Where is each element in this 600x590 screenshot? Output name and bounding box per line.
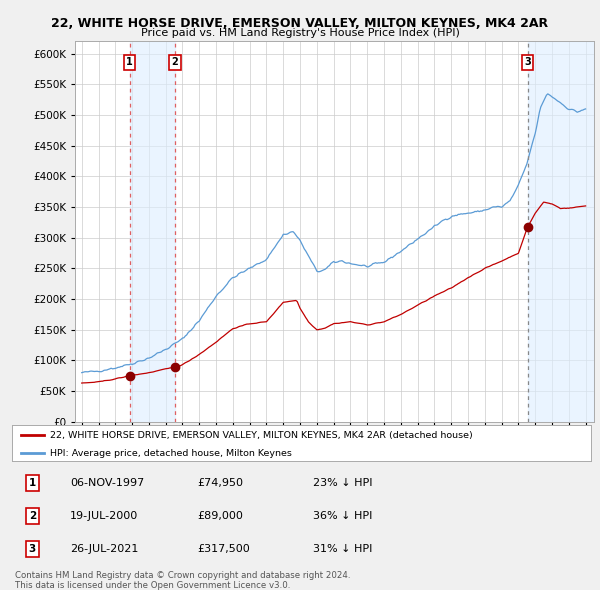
Text: £89,000: £89,000 <box>197 511 243 521</box>
Text: 2: 2 <box>29 511 36 521</box>
Text: 2: 2 <box>172 57 178 67</box>
Text: 3: 3 <box>524 57 531 67</box>
Text: 31% ↓ HPI: 31% ↓ HPI <box>313 544 373 554</box>
Text: HPI: Average price, detached house, Milton Keynes: HPI: Average price, detached house, Milt… <box>50 449 292 458</box>
Text: 23% ↓ HPI: 23% ↓ HPI <box>313 478 373 488</box>
Text: Price paid vs. HM Land Registry's House Price Index (HPI): Price paid vs. HM Land Registry's House … <box>140 28 460 38</box>
Bar <box>527 41 594 422</box>
Text: 22, WHITE HORSE DRIVE, EMERSON VALLEY, MILTON KEYNES, MK4 2AR: 22, WHITE HORSE DRIVE, EMERSON VALLEY, M… <box>52 17 548 30</box>
Text: 19-JUL-2000: 19-JUL-2000 <box>70 511 138 521</box>
Text: 3: 3 <box>29 544 36 554</box>
Text: 22, WHITE HORSE DRIVE, EMERSON VALLEY, MILTON KEYNES, MK4 2AR (detached house): 22, WHITE HORSE DRIVE, EMERSON VALLEY, M… <box>50 431 472 440</box>
Bar <box>130 41 175 422</box>
Text: £74,950: £74,950 <box>197 478 243 488</box>
Text: Contains HM Land Registry data © Crown copyright and database right 2024.
This d: Contains HM Land Registry data © Crown c… <box>15 571 350 590</box>
Text: £317,500: £317,500 <box>197 544 250 554</box>
Text: 1: 1 <box>126 57 133 67</box>
Text: 1: 1 <box>29 478 36 488</box>
Text: 06-NOV-1997: 06-NOV-1997 <box>70 478 144 488</box>
Text: 26-JUL-2021: 26-JUL-2021 <box>70 544 138 554</box>
Text: 36% ↓ HPI: 36% ↓ HPI <box>313 511 373 521</box>
